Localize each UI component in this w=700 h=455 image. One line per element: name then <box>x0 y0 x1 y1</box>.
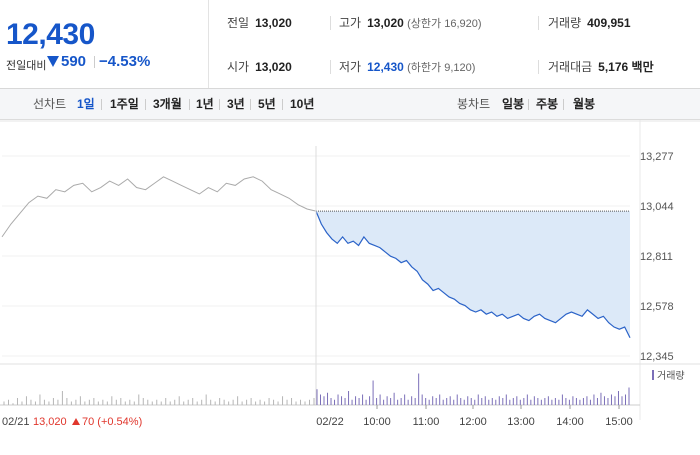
y-tick-label: 13,277 <box>640 151 674 163</box>
divider <box>528 99 529 110</box>
divider <box>145 99 146 110</box>
chart-tab-bar: 선차트 1일 1주일 3개월 1년 3년 5년 10년 봉차트 일봉 주봉 월봉 <box>0 89 700 120</box>
today-area-fill <box>316 211 630 338</box>
tab-weekly-candle[interactable]: 주봉 <box>536 97 559 111</box>
prev-change-label: 70 (+0.54%) <box>82 416 142 428</box>
diff-value: 590 <box>61 53 87 70</box>
x-tick-label: 13:00 <box>507 416 535 428</box>
stat-value: 12,430 <box>367 60 404 74</box>
stats-grid: 전일 13,020 고가 13,020 (상한가 16,920) 거래량 409,95… <box>208 0 700 88</box>
diff-label: 전일대비 <box>6 60 47 72</box>
stat-value: 13,020 <box>255 60 292 74</box>
x-tick-label: 02/22 <box>316 416 344 428</box>
lower-limit: (하한가 9,120) <box>407 62 476 74</box>
divider <box>250 99 251 110</box>
divider <box>101 99 102 110</box>
upper-limit: (상한가 16,920) <box>407 18 482 30</box>
y-tick-label: 13,044 <box>640 201 674 213</box>
x-tick-label: 14:00 <box>556 416 584 428</box>
y-tick-label: 12,578 <box>640 301 674 313</box>
prev-close-label: 13,020 <box>33 416 67 428</box>
stat-prev-close: 전일 13,020 <box>227 13 292 33</box>
price-chart[interactable]: 13,277 13,044 12,811 12,578 12,345 거래량 02/22 10… <box>0 120 700 450</box>
stat-value: 13,020 <box>255 16 292 30</box>
divider <box>330 60 331 74</box>
stock-summary: 12,430 전일대비 590 −4.53% 전일 13,020 고가 13,020… <box>0 0 700 89</box>
today-price-line <box>315 210 631 339</box>
stat-label: 고가 <box>339 16 362 30</box>
divider <box>538 16 539 30</box>
stat-low: 저가 12,430 (하한가 9,120) <box>339 57 475 77</box>
x-tick-label: 10:00 <box>363 416 391 428</box>
y-tick-label: 12,345 <box>640 351 674 363</box>
stat-amount: 거래대금 5,176 백만 <box>548 57 654 77</box>
tab-1y[interactable]: 1년 <box>196 97 214 111</box>
stat-volume: 거래량 409,951 <box>548 13 631 33</box>
x-tick-label: 12:00 <box>459 416 487 428</box>
line-chart-label: 선차트 <box>33 97 67 111</box>
tab-daily-candle[interactable]: 일봉 <box>502 97 525 111</box>
divider <box>189 99 190 110</box>
divider <box>330 16 331 30</box>
current-price: 12,430 <box>6 18 95 51</box>
x-tick-label: 15:00 <box>605 416 633 428</box>
divider <box>563 99 564 110</box>
divider <box>94 56 95 68</box>
divider <box>538 60 539 74</box>
tab-5y[interactable]: 5년 <box>258 97 276 111</box>
tab-10y[interactable]: 10년 <box>290 97 315 111</box>
volume-legend-label: 거래량 <box>657 370 685 382</box>
prev-day-line <box>1 176 317 238</box>
prev-date-label: 02/21 <box>2 416 30 428</box>
up-arrow-icon <box>72 418 80 425</box>
stat-label: 시가 <box>227 60 250 74</box>
divider <box>282 99 283 110</box>
stat-open: 시가 13,020 <box>227 57 292 77</box>
stat-value: 13,020 <box>367 16 404 30</box>
price-chart-svg: 13,277 13,044 12,811 12,578 12,345 거래량 02/22 10… <box>0 120 700 428</box>
stat-label: 저가 <box>339 60 362 74</box>
tab-3y[interactable]: 3년 <box>227 97 245 111</box>
stat-value: 409,951 <box>587 16 631 30</box>
stat-high: 고가 13,020 (상한가 16,920) <box>339 13 482 33</box>
down-arrow-icon <box>47 56 59 67</box>
stat-label: 거래대금 <box>548 60 593 74</box>
tab-3m[interactable]: 3개월 <box>153 97 182 111</box>
tab-1w[interactable]: 1주일 <box>110 97 139 111</box>
volume-legend-swatch <box>652 370 654 380</box>
diff-percent: −4.53% <box>99 53 151 70</box>
stat-value: 5,176 백만 <box>598 60 654 74</box>
divider <box>219 99 220 110</box>
price-box: 12,430 전일대비 590 −4.53% <box>0 0 209 88</box>
tab-monthly-candle[interactable]: 월봉 <box>573 97 596 111</box>
stat-label: 거래량 <box>548 16 582 30</box>
stat-label: 전일 <box>227 16 250 30</box>
x-tick-label: 11:00 <box>413 416 440 428</box>
y-tick-label: 12,811 <box>640 251 673 263</box>
candle-chart-label: 봉차트 <box>457 97 491 111</box>
tab-1d[interactable]: 1일 <box>77 97 95 111</box>
